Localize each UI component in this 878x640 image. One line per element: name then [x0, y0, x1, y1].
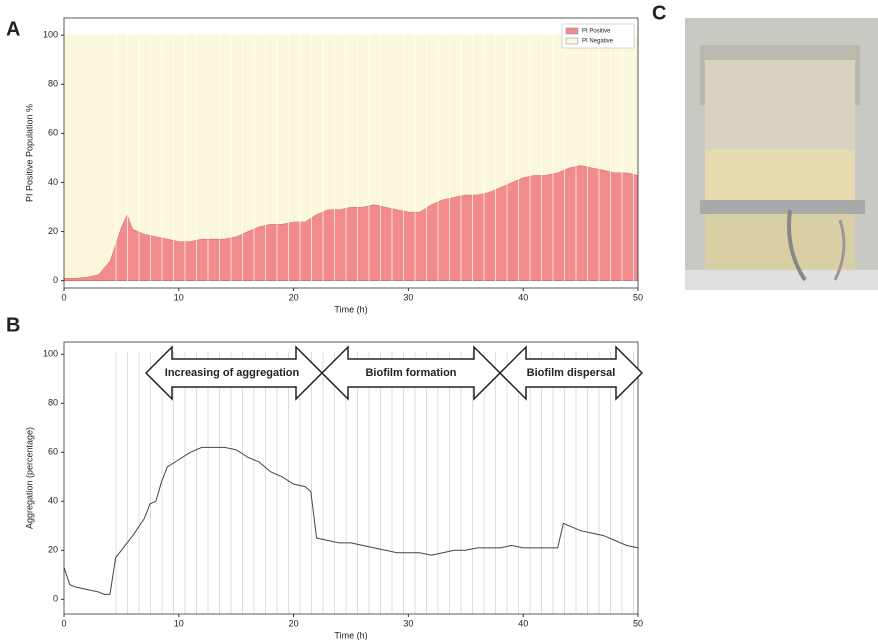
panel-label: C: [652, 2, 666, 24]
y-tick-label: 40: [48, 177, 58, 187]
annotation-arrows: [144, 345, 644, 401]
legend-swatch: [565, 37, 579, 45]
plot: 0 10 20 30 40 50 0 20 40 60 80 100 Time (h) Aggregati…: [24, 341, 643, 640]
y-tick-label: 40: [48, 496, 58, 506]
y-tick-label: 60: [48, 447, 58, 457]
x-tick-label: 50: [633, 618, 643, 628]
panel-label: B: [6, 314, 20, 336]
x-axis-label: Time (h): [334, 630, 367, 640]
x-tick-label: 40: [518, 618, 528, 628]
y-axis-label: Aggregation (percentage): [24, 427, 34, 529]
x-tick-label: 10: [174, 618, 184, 628]
x-tick-label: 30: [403, 618, 413, 628]
x-tick-label: 20: [289, 292, 299, 302]
legend-swatch: [565, 27, 579, 35]
y-tick-label: 0: [53, 594, 58, 604]
plot-frame: [63, 17, 639, 289]
legend-label: PI Positive: [582, 29, 611, 35]
x-tick-label: 0: [61, 618, 66, 628]
y-axis-label: PI Positive Population %: [24, 104, 34, 202]
annotation: Biofilm formation: [365, 367, 456, 379]
y-tick-label: 100: [43, 349, 58, 359]
panel-label: A: [6, 18, 20, 40]
y-tick-label: 80: [48, 398, 58, 408]
legend-label: PI Negative: [582, 39, 614, 45]
y-tick-label: 100: [43, 30, 58, 40]
y-tick-label: 60: [48, 128, 58, 138]
x-tick-label: 30: [403, 292, 413, 302]
x-tick-label: 40: [518, 292, 528, 302]
x-axis-label: Time (h): [334, 304, 367, 314]
line: [63, 446, 639, 595]
area: [64, 35, 638, 279]
annotation: Increasing of aggregation: [165, 367, 300, 379]
y-tick-label: 80: [48, 79, 58, 89]
plot-frame: [63, 341, 639, 615]
y-tick-label: 20: [48, 545, 58, 555]
x-tick-label: 50: [633, 292, 643, 302]
photo: [685, 18, 878, 290]
annotation: Biofilm dispersal: [527, 367, 616, 379]
y-tick-label: 20: [48, 226, 58, 236]
x-tick-label: 0: [61, 292, 66, 302]
x-tick-label: 10: [174, 292, 184, 302]
y-tick-label: 0: [53, 275, 58, 285]
x-tick-label: 20: [289, 618, 299, 628]
plot: 0 10 20 30 40 50 0 20 40 60 80 100 Time (h) PI Positi…: [24, 17, 643, 314]
